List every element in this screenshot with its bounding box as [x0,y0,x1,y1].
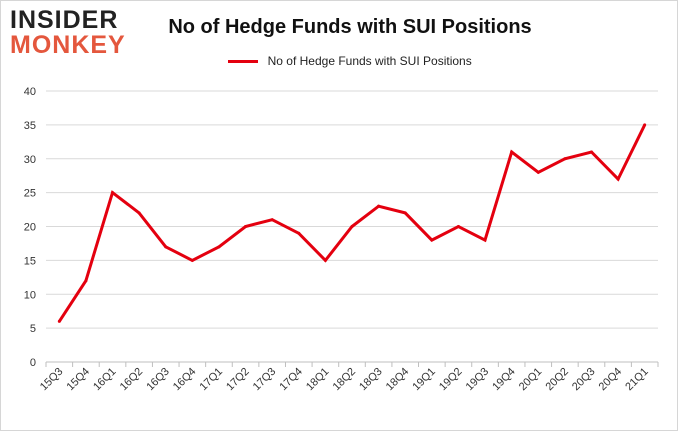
logo-line-1: INSIDER [10,6,119,34]
x-tick-label: 20Q4 [597,366,625,394]
y-tick-label: 25 [24,188,36,200]
series-layer [57,123,647,323]
data-point [57,319,61,323]
x-tick-label: 19Q2 [437,366,465,394]
data-point [377,204,381,208]
data-point [483,238,487,242]
x-tick-label: 19Q3 [464,366,492,394]
data-point [244,225,248,228]
data-point [217,245,221,249]
data-point [270,218,274,222]
y-tick-label: 10 [24,289,36,301]
data-point [297,231,301,235]
data-point [616,177,620,181]
x-tick-label: 16Q2 [118,366,146,394]
x-tick-label: 16Q4 [171,366,199,394]
data-point [323,258,327,262]
y-axis: 0 5 10 15 20 25 30 35 40 [24,86,36,369]
data-point [563,157,567,161]
data-point [350,225,354,228]
x-axis: 15Q3 15Q4 16Q1 16Q2 16Q3 16Q4 17Q1 17Q2 17Q3 17Q4… [38,361,659,394]
data-point [643,123,647,127]
x-tick-label: 19Q1 [410,366,438,394]
data-point [403,211,407,215]
y-tick-label: 5 [30,323,36,335]
x-tick-label: 19Q4 [490,366,518,394]
x-tick-label: 17Q1 [198,366,226,394]
data-point [536,170,540,174]
x-tick-label: 20Q1 [517,366,545,394]
data-point [456,225,460,228]
x-tick-label: 18Q1 [304,366,332,394]
x-tick-label: 18Q4 [384,366,412,394]
legend-swatch [228,60,259,64]
x-tick-label: 17Q3 [251,366,279,394]
x-tick-label: 15Q3 [38,366,66,394]
x-tick-label: 17Q4 [277,366,305,394]
data-point [190,258,194,262]
data-point [430,238,434,242]
x-tick-label: 18Q3 [357,366,385,394]
logo-line-2: MONKEY [10,31,126,59]
x-tick-label: 21Q1 [623,366,651,394]
x-tick-label: 15Q4 [65,366,93,394]
y-tick-label: 35 [24,120,36,132]
x-tick-label: 18Q2 [331,366,359,394]
data-point [111,191,115,195]
data-point [510,150,514,154]
data-point [589,150,593,154]
x-tick-label: 20Q2 [543,366,571,394]
insider-monkey-logo: INSIDER MONKEY [10,8,130,60]
data-point [84,279,88,283]
series-line [58,124,647,323]
chart-legend: No of Hedge Funds with SUI Positions [0,54,680,68]
y-tick-label: 0 [30,357,36,369]
y-tick-label: 30 [24,154,36,166]
y-tick-label: 40 [24,86,36,98]
x-tick-label: 17Q2 [224,366,252,394]
y-tick-label: 15 [24,255,36,267]
x-tick-label: 16Q3 [144,366,172,394]
chart-title: No of Hedge Funds with SUI Positions [168,16,532,38]
data-point [164,245,168,249]
x-tick-label: 20Q3 [570,366,598,394]
data-point [137,211,141,215]
x-tick-label: 16Q1 [91,366,119,394]
legend-label: No of Hedge Funds with SUI Positions [267,54,472,68]
y-tick-label: 20 [24,222,36,234]
